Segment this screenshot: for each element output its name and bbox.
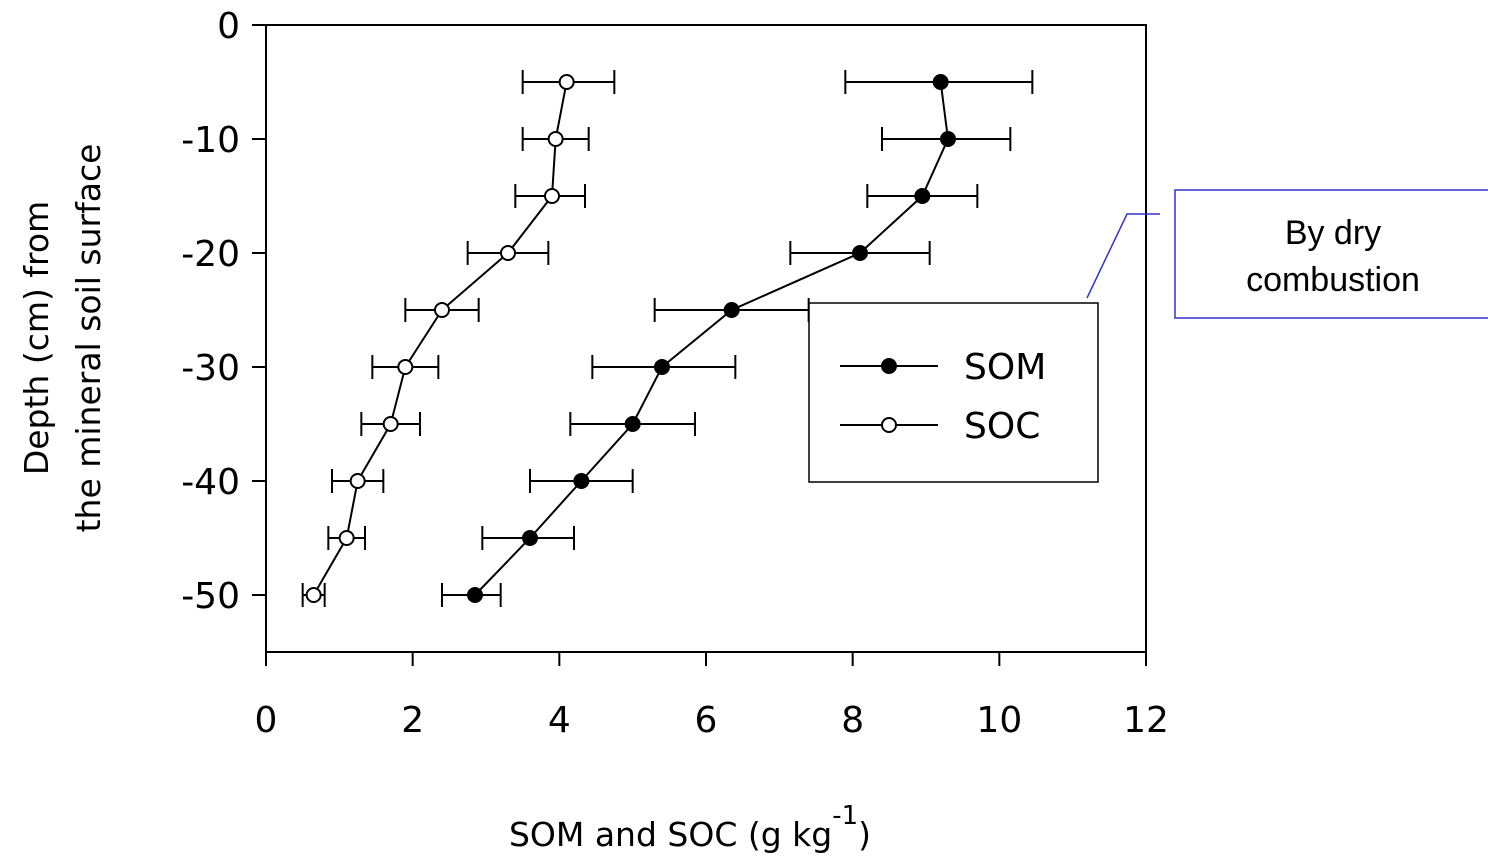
som-point (932, 74, 949, 90)
soc-point (397, 359, 414, 375)
series-layer (301, 70, 1034, 607)
soc-point (382, 416, 399, 432)
x-tick-label: 10 (976, 700, 1022, 741)
y-axis-title-line1: Depth (cm) from (17, 201, 56, 475)
callout-annotation: By dry combustion (1086, 189, 1488, 319)
x-axis-title-end: ) (858, 815, 871, 854)
y-tick-label: -50 (181, 576, 240, 617)
legend-box (808, 302, 1099, 483)
som-point (852, 245, 868, 261)
som-point (940, 131, 956, 147)
callout-text-line1: By dry (1285, 214, 1381, 252)
legend: SOM SOC (808, 302, 1099, 483)
y-tick-label: -40 (181, 462, 240, 503)
y-tick-label: -10 (181, 120, 240, 161)
soc-point (544, 188, 560, 204)
som-point (624, 416, 641, 432)
callout-leader-line (1086, 213, 1160, 299)
x-axis-title-main: SOM and SOC (g kg (509, 815, 832, 854)
soc-point (547, 131, 564, 147)
som-point (914, 188, 931, 204)
som-point (723, 302, 740, 318)
callout-box (1174, 189, 1488, 319)
y-tick-label: -30 (181, 348, 240, 389)
legend-som-marker (881, 358, 897, 374)
som-line (474, 81, 950, 596)
legend-soc-marker (881, 417, 897, 433)
y-tick-label: 0 (217, 6, 240, 47)
legend-som-label: SOM (964, 347, 1046, 388)
soc-point (500, 245, 516, 261)
callout-text-line2: combustion (1246, 261, 1420, 299)
axis-ticks: 0 2 4 6 8 10 12 0 -10 -20 -30 -40 -50 (181, 6, 1169, 741)
x-axis-title: SOM and SOC (g kg-1) (509, 801, 871, 854)
x-tick-label: 2 (401, 700, 424, 741)
x-axis-title-superscript: -1 (832, 801, 858, 831)
y-tick-label: -20 (181, 234, 240, 275)
soc-point (338, 530, 355, 546)
soc-line (312, 81, 568, 596)
x-tick-label: 6 (695, 700, 718, 741)
x-tick-label: 0 (255, 700, 278, 741)
soc-point (349, 473, 366, 489)
soc-point (305, 587, 322, 603)
som-point (522, 530, 538, 546)
som-point (467, 587, 483, 603)
legend-soc-label: SOC (964, 406, 1040, 447)
x-tick-label: 8 (841, 700, 864, 741)
som-point (654, 359, 670, 375)
y-axis-title-line2: the mineral soil surface (69, 144, 108, 533)
soc-point (434, 302, 450, 318)
som-point (573, 473, 590, 489)
x-tick-label: 12 (1123, 700, 1169, 741)
x-tick-label: 4 (548, 700, 571, 741)
soc-point (558, 74, 575, 90)
series-soc (301, 70, 616, 607)
